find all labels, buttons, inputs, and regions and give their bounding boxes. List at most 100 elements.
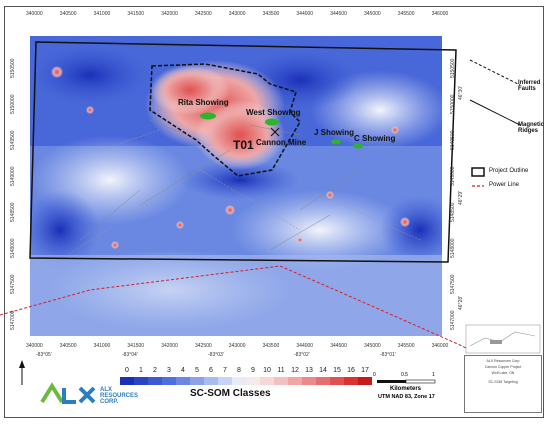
left-northing-label: 5147500: [10, 274, 16, 294]
colorbar-tick-label: 2: [153, 367, 157, 374]
colorbar-tick-label: 5: [195, 367, 199, 374]
top-easting-label: 345500: [397, 11, 415, 17]
colorbar-cell: [246, 377, 260, 385]
c-showing-marker: [353, 143, 363, 149]
left-northing-label: 5148500: [10, 202, 16, 222]
bottom-easting-label: 341500: [127, 343, 145, 349]
colorbar-tick-label: 13: [305, 367, 313, 374]
colorbar-cell: [330, 377, 344, 385]
top-easting-label: 343500: [262, 11, 280, 17]
north-arrow-icon: [19, 360, 25, 385]
latitude-label: 46°28': [458, 295, 464, 310]
bottom-easting-label: 345000: [364, 343, 381, 349]
colorbar-tick-label: 15: [333, 367, 341, 374]
legend-magnetic-ridges-label: Magnetic Ridges: [518, 122, 545, 134]
west-showing-label: West Showing: [246, 108, 301, 117]
longitude-label: -83°01': [380, 352, 396, 358]
legend-inferred-faults-label: Inferred Faults: [518, 80, 541, 92]
top-easting-label: 342500: [195, 11, 212, 17]
bottom-easting-label: 344500: [330, 343, 347, 349]
right-northing-label: 5147500: [450, 274, 456, 294]
latitude-label: 46°29': [458, 190, 464, 205]
bottom-easting-label: 342500: [195, 343, 212, 349]
left-northing-label: 5149000: [10, 166, 16, 186]
top-easting-label: 342000: [161, 11, 178, 17]
longitude-label: -83°03': [208, 352, 224, 358]
magnetic-ridges-symbol: [469, 99, 521, 126]
title-block-line3: Wolf Lake, ON: [491, 371, 515, 375]
colorbar-tick-label: 6: [209, 367, 213, 374]
colorbar-cell: [134, 377, 148, 385]
colorbar-cell: [232, 377, 246, 385]
top-easting-label: 341000: [93, 11, 111, 17]
magnetic-ridges: [79, 119, 361, 251]
right-northing-label: 5149500: [450, 130, 456, 150]
som-class-grid: [30, 36, 442, 336]
colorbar-cell: [120, 377, 134, 385]
longitude-label: -83°04': [122, 352, 138, 358]
t01-target-label: T01: [233, 138, 254, 152]
left-northing-label: 5150000: [10, 94, 16, 114]
colorbar-tick-label: 10: [263, 367, 271, 374]
scale-tick-half: 0.5: [401, 372, 408, 378]
right-northing-label: 5147000: [450, 310, 456, 330]
bottom-easting-label: 346000: [431, 343, 449, 349]
project-outline-symbol: [471, 167, 485, 177]
left-northing-label: 5147000: [10, 310, 16, 330]
top-easting-label: 344000: [296, 11, 314, 17]
j-showing-label: J Showing: [314, 128, 354, 137]
scale-unit: Kilometers: [390, 386, 422, 392]
colorbar-tick-label: 9: [251, 367, 255, 374]
left-northing-label: 5148000: [10, 238, 16, 258]
colorbar-cell: [274, 377, 288, 385]
colorbar-cell: [302, 377, 316, 385]
power-line: [0, 265, 471, 351]
title-block-line2: Cannon Copper Project: [484, 365, 522, 369]
colorbar-cell: [260, 377, 274, 385]
right-northing-label: 5150500: [450, 58, 456, 78]
colorbar-tick-label: 11: [277, 367, 285, 374]
cannon-mine-label: Cannon Mine: [256, 138, 307, 147]
colorbar-tick-label: 7: [223, 367, 227, 374]
left-northing-label: 5150500: [10, 58, 16, 78]
bottom-easting-label: 342000: [161, 343, 178, 349]
legend-power-line-label: Power Line: [489, 182, 520, 188]
bottom-easting-label: 344000: [296, 343, 314, 349]
colorbar-tick-label: 16: [347, 367, 355, 374]
legend-project-outline-label: Project Outline: [489, 168, 529, 174]
left-northing-label: 5149500: [10, 130, 16, 150]
top-easting-label: 341500: [127, 11, 145, 17]
colorbar-tick-label: 17: [361, 367, 369, 374]
right-northing-label: 5148000: [450, 238, 456, 258]
alx-logo-icon: [40, 382, 96, 404]
bottom-easting-label: 341000: [93, 343, 111, 349]
scale-bar: [377, 379, 436, 384]
bottom-easting-label: 340500: [59, 343, 77, 349]
bottom-easting-label: 345500: [397, 343, 415, 349]
title-block-line1: ALX Resources Corp: [486, 359, 520, 363]
title-block: ALX Resources Corp Cannon Copper Project…: [464, 355, 542, 413]
right-northing-label: 5148500: [450, 202, 456, 222]
projection-label: UTM NAD 83, Zone 17: [378, 394, 435, 400]
inferred-faults-symbol: [469, 59, 521, 86]
colorbar-cell: [162, 377, 176, 385]
colorbar-tick-label: 14: [319, 367, 327, 374]
company-name: ALX RESOURCES CORP.: [100, 387, 139, 405]
longitude-label: -83°02': [294, 352, 310, 358]
colorbar-tick-label: 1: [139, 367, 143, 374]
colorbar-cell: [288, 377, 302, 385]
top-easting-label: 346000: [431, 11, 449, 17]
bottom-easting-label: 343000: [228, 343, 246, 349]
latitude-label: 46°30': [458, 85, 464, 100]
inferred-faults: [59, 129, 421, 261]
colorbar-title: SC-SOM Classes: [190, 388, 271, 399]
colorbar-cell: [190, 377, 204, 385]
colorbar-tick-label: 3: [167, 367, 171, 374]
top-easting-label: 340500: [59, 11, 77, 17]
top-easting-label: 344500: [330, 11, 347, 17]
j-showing-marker: [331, 139, 341, 145]
project-outline: [29, 41, 457, 263]
scale-tick-0: 0: [373, 372, 376, 378]
t01-target-outline: [149, 63, 301, 177]
